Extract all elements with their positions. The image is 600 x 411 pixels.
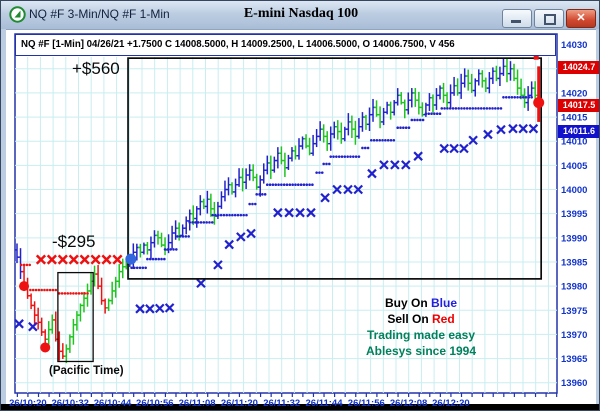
svg-text:26/10:56: 26/10:56 bbox=[136, 398, 174, 409]
quote-info-text: NQ #F [1-Min] 04/26/21 +1.7500 C 14008.5… bbox=[21, 39, 455, 50]
current-high-marker bbox=[533, 54, 539, 60]
app-logo-icon bbox=[9, 6, 26, 23]
svg-text:13995: 13995 bbox=[561, 209, 588, 220]
svg-text:14030: 14030 bbox=[561, 40, 587, 51]
resistance-dots bbox=[19, 263, 89, 295]
close-button[interactable]: ✕ bbox=[566, 9, 596, 28]
svg-text:26/12:20: 26/12:20 bbox=[432, 398, 470, 409]
svg-text:14020: 14020 bbox=[561, 88, 587, 99]
minimize-button[interactable] bbox=[502, 9, 532, 28]
x-axis: 26/10:20 26/10:32 26/10:44 26/10:56 26/11:08… bbox=[9, 393, 558, 409]
legend-buy-line: Buy On Blue bbox=[384, 296, 458, 310]
legend-sell-line: Sell On Red bbox=[387, 312, 455, 326]
svg-text:14000: 14000 bbox=[561, 185, 587, 196]
svg-text:14010: 14010 bbox=[561, 137, 587, 148]
svg-text:13990: 13990 bbox=[561, 233, 587, 244]
session-high-badge: 14024.7 bbox=[558, 61, 599, 74]
price-bars bbox=[14, 57, 538, 364]
sell-signal-dot bbox=[40, 342, 51, 353]
svg-text:26/10:20: 26/10:20 bbox=[9, 398, 47, 409]
svg-text:13980: 13980 bbox=[561, 282, 587, 293]
timezone-label: (Pacific Time) bbox=[49, 365, 124, 377]
loss-box bbox=[57, 271, 94, 363]
svg-text:26/12:08: 26/12:08 bbox=[390, 398, 428, 409]
close-icon: ✕ bbox=[576, 12, 586, 24]
window-controls: ✕ bbox=[502, 9, 596, 28]
gridlines bbox=[15, 57, 557, 393]
signal-legend: Buy On Blue Sell On Red Trading made eas… bbox=[331, 295, 511, 359]
buy-signal-dot bbox=[125, 253, 137, 265]
stop-value-badge: 14011.6 bbox=[558, 125, 599, 138]
svg-text:13965: 13965 bbox=[561, 354, 588, 365]
svg-text:26/11:08: 26/11:08 bbox=[179, 398, 216, 409]
svg-text:13960: 13960 bbox=[561, 378, 587, 389]
window-border-bottom bbox=[1, 404, 599, 410]
svg-text:26/11:20: 26/11:20 bbox=[221, 398, 258, 409]
svg-text:26/11:56: 26/11:56 bbox=[348, 398, 385, 409]
svg-text:26/11:44: 26/11:44 bbox=[306, 398, 344, 409]
svg-text:13970: 13970 bbox=[561, 330, 587, 341]
window-title: NQ #F 3-Min/NQ #F 1-Min bbox=[29, 7, 170, 21]
support-dots bbox=[130, 95, 533, 270]
current-price-dot bbox=[533, 97, 545, 109]
window-border-right bbox=[596, 29, 599, 405]
svg-text:14005: 14005 bbox=[561, 161, 588, 172]
sell-signal-dot bbox=[19, 281, 30, 292]
profit-box bbox=[127, 57, 543, 280]
y-axis: 1403014025140201401514010140051400013995… bbox=[561, 40, 588, 389]
maximize-icon bbox=[544, 14, 556, 25]
sell-x-marks bbox=[35, 254, 123, 265]
last-price-badge: 14017.5 bbox=[558, 99, 599, 112]
maximize-button[interactable] bbox=[534, 9, 564, 28]
svg-text:14015: 14015 bbox=[561, 113, 588, 124]
svg-text:26/10:32: 26/10:32 bbox=[51, 398, 89, 409]
window-border-left bbox=[1, 29, 6, 405]
legend-tagline: Trading made easy bbox=[366, 328, 476, 342]
minimize-icon bbox=[511, 20, 521, 23]
legend-brand: Ablesys since 1994 bbox=[365, 344, 477, 358]
svg-text:26/11:32: 26/11:32 bbox=[263, 398, 300, 409]
quote-info-bar: NQ #F [1-Min] 04/26/21 +1.7500 C 14008.5… bbox=[15, 34, 556, 56]
svg-text:26/10:44: 26/10:44 bbox=[94, 398, 132, 409]
title-bar[interactable]: NQ #F 3-Min/NQ #F 1-Min E-mini Nasdaq 10… bbox=[1, 1, 599, 30]
svg-text:13985: 13985 bbox=[561, 257, 588, 268]
loss-annotation: -$295 bbox=[52, 232, 96, 251]
chart-heading: E-mini Nasdaq 100 bbox=[243, 6, 359, 21]
profit-annotation: +$560 bbox=[72, 59, 120, 78]
stop-x-marks bbox=[14, 123, 539, 332]
svg-text:13975: 13975 bbox=[561, 306, 588, 317]
